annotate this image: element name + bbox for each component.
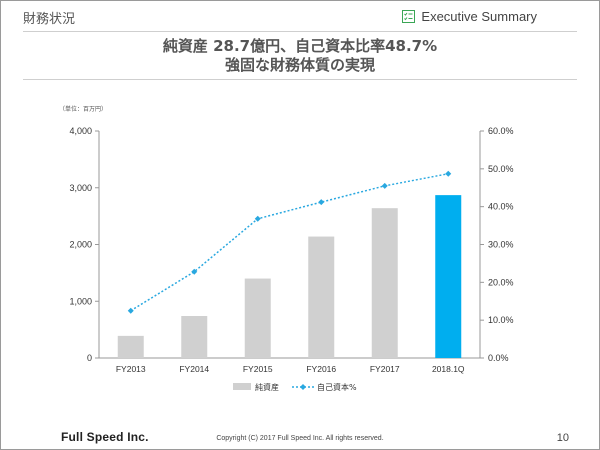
headline: 純資産 28.7億円、自己資本比率48.7% 強固な財務体質の実現	[1, 37, 599, 75]
copyright-text: Copyright (C) 2017 Full Speed Inc. All r…	[216, 435, 384, 442]
equity-ratio-point	[127, 307, 134, 314]
legend-line-label: 自己資本%	[317, 382, 357, 392]
bar-FY2014	[181, 316, 208, 358]
equity-ratio-point	[318, 199, 325, 206]
equity-ratio-point	[191, 268, 198, 275]
legend-line-marker	[300, 384, 306, 390]
left-tick-label: 1,000	[69, 296, 92, 306]
x-tick-label: FY2013	[116, 364, 146, 374]
legend-bar-label: 純資産	[255, 382, 279, 392]
right-tick-label: 20.0%	[488, 277, 514, 287]
right-tick-label: 10.0%	[488, 315, 514, 325]
legend-bar-swatch	[233, 383, 251, 390]
right-tick-label: 30.0%	[488, 240, 514, 250]
x-tick-label: FY2014	[179, 364, 209, 374]
headline-line-2: 強固な財務体質の実現	[224, 56, 375, 74]
bar-2018.1Q	[435, 195, 462, 358]
x-tick-label: FY2017	[370, 364, 400, 374]
x-tick-label: 2018.1Q	[432, 364, 465, 374]
right-tick-label: 0.0%	[488, 353, 509, 363]
header-divider	[23, 31, 577, 32]
equity-ratio-point	[445, 170, 452, 177]
equity-ratio-point	[254, 215, 261, 222]
bar-FY2015	[244, 278, 271, 358]
left-tick-label: 3,000	[69, 183, 92, 193]
bar-FY2016	[308, 236, 335, 358]
left-tick-label: 4,000	[69, 126, 92, 136]
executive-summary-label: Executive Summary	[421, 9, 537, 24]
right-tick-label: 40.0%	[488, 202, 514, 212]
equity-ratio-point	[381, 182, 388, 189]
headline-divider	[23, 79, 577, 80]
x-tick-label: FY2015	[243, 364, 273, 374]
right-tick-label: 60.0%	[488, 126, 514, 136]
unit-label: （単位：百万円）	[59, 106, 108, 113]
executive-summary-badge: Executive Summary	[402, 9, 537, 24]
section-title: 財務状況	[23, 12, 76, 27]
bar-FY2017	[371, 208, 398, 358]
headline-line-1: 純資産 28.7億円、自己資本比率48.7%	[162, 37, 438, 55]
chart: 0 1,000 2,000 3,000 4,000 0.0% 10.0% 20.0% 30.0%…	[69, 126, 514, 392]
page-number: 10	[556, 432, 569, 444]
x-tick-label: FY2016	[306, 364, 336, 374]
checklist-icon	[402, 10, 416, 23]
left-tick-label: 2,000	[69, 240, 92, 250]
right-tick-label: 50.0%	[488, 164, 514, 174]
company-logo: Full Speed Inc.	[61, 430, 149, 444]
bar-FY2013	[117, 335, 144, 358]
left-tick-label: 0	[87, 353, 92, 363]
equity-ratio-line	[130, 173, 449, 312]
